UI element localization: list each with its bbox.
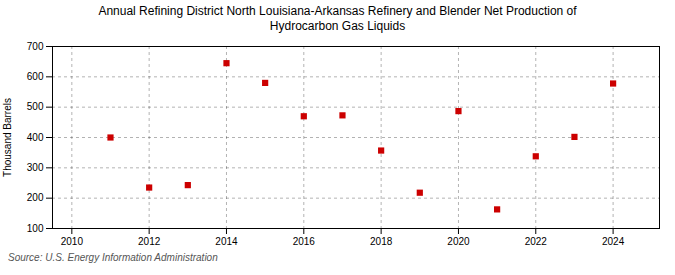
svg-text:400: 400 — [27, 132, 44, 143]
svg-text:600: 600 — [27, 71, 44, 82]
html-text:Hydrocarbon Gas Liquids: Hydrocarbon Gas Liquids — [269, 19, 406, 33]
svg-text:100: 100 — [27, 223, 44, 234]
svg-text:2022: 2022 — [525, 236, 548, 247]
svg-text:2016: 2016 — [293, 236, 316, 247]
svg-text:700: 700 — [27, 41, 44, 52]
svg-text:2018: 2018 — [370, 236, 393, 247]
html-text:Annual Refining District North: Annual Refining District North Louisiana… — [98, 4, 577, 18]
svg-text:Thousand Barrels: Thousand Barrels — [2, 98, 13, 177]
svg-text:2020: 2020 — [447, 236, 470, 247]
svg-text:300: 300 — [27, 162, 44, 173]
svg-text:2012: 2012 — [138, 236, 161, 247]
svg-text:200: 200 — [27, 192, 44, 203]
svg-text:500: 500 — [27, 101, 44, 112]
svg-text:2014: 2014 — [215, 236, 238, 247]
svg-text:2010: 2010 — [61, 236, 84, 247]
html-text:Source: U.S. Energy Informatio: Source: U.S. Energy Information Administ… — [8, 252, 218, 263]
svg-text:2024: 2024 — [602, 236, 625, 247]
